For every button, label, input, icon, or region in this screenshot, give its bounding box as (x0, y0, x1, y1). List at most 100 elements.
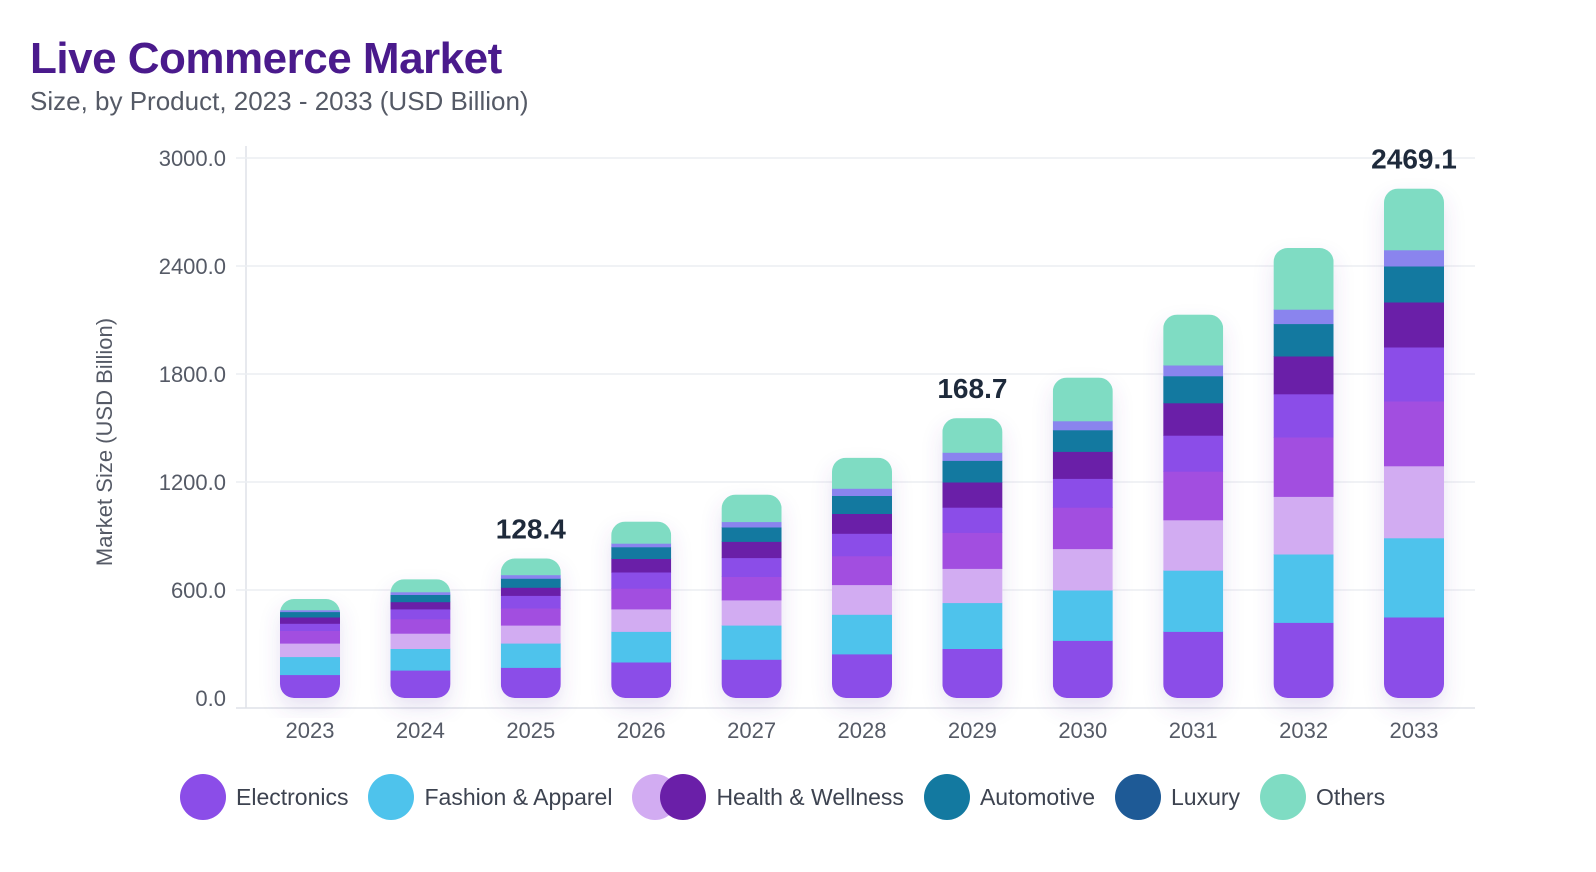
bar-segment-fashion-apparel-2029[interactable] (942, 602, 1003, 649)
bar-segment-health-wellness-upper--2029[interactable] (942, 507, 1003, 533)
legend-item-fashion[interactable]: Fashion & Apparel (368, 774, 612, 820)
bar-segment-others-2024[interactable] (390, 579, 451, 593)
bar-segment-luxury-2026[interactable] (611, 543, 672, 548)
bar-segment-electronics-2023[interactable] (280, 674, 340, 699)
bar-segment-health-wellness-dark--2029[interactable] (942, 482, 1003, 508)
bar-segment-health-wellness-light--2028[interactable] (832, 584, 892, 615)
legend-item-automotive[interactable]: Automotive (923, 774, 1095, 820)
bar-segment-health-wellness-mid--2024[interactable] (390, 618, 451, 634)
bar-segment-health-wellness-mid--2027[interactable] (721, 576, 782, 601)
bar-segment-health-wellness-dark--2033[interactable] (1384, 302, 1444, 348)
bar-segment-health-wellness-light--2024[interactable] (390, 633, 451, 649)
bar-segment-health-wellness-mid--2025[interactable] (500, 608, 561, 626)
bar-segment-health-wellness-dark--2031[interactable] (1163, 402, 1224, 436)
bar-segment-automotive-2024[interactable] (390, 594, 451, 603)
bar-segment-fashion-apparel-2025[interactable] (500, 643, 561, 668)
legend-item-others[interactable]: Others (1260, 774, 1385, 820)
bar-segment-luxury-2032[interactable] (1273, 309, 1334, 325)
bar-segment-health-wellness-dark--2023[interactable] (280, 617, 340, 624)
legend-item-health[interactable]: Health & Wellness (632, 774, 904, 820)
bar-segment-luxury-2025[interactable] (500, 574, 561, 579)
bar-segment-automotive-2032[interactable] (1273, 323, 1334, 357)
bar-segment-electronics-2028[interactable] (832, 653, 892, 699)
bar-segment-fashion-apparel-2027[interactable] (721, 625, 782, 660)
bar-segment-health-wellness-mid--2026[interactable] (611, 588, 672, 610)
bar-segment-health-wellness-dark--2030[interactable] (1052, 451, 1113, 479)
legend-item-electronics[interactable]: Electronics (180, 774, 348, 820)
bar-segment-health-wellness-mid--2028[interactable] (832, 555, 892, 586)
bar-segment-fashion-apparel-2026[interactable] (611, 631, 672, 663)
bar-segment-automotive-2033[interactable] (1384, 266, 1444, 303)
bar-segment-health-wellness-upper--2024[interactable] (390, 608, 451, 620)
bar-segment-health-wellness-light--2026[interactable] (611, 608, 672, 632)
bar-segment-health-wellness-dark--2024[interactable] (390, 601, 451, 610)
bar-segment-health-wellness-light--2033[interactable] (1384, 465, 1444, 539)
bar-segment-fashion-apparel-2024[interactable] (390, 648, 451, 671)
bar-segment-luxury-2031[interactable] (1163, 365, 1224, 377)
bar-segment-health-wellness-mid--2029[interactable] (942, 532, 1003, 569)
bar-segment-luxury-2028[interactable] (832, 488, 892, 496)
bar-segment-fashion-apparel-2032[interactable] (1273, 554, 1334, 623)
bar-segment-health-wellness-light--2032[interactable] (1273, 496, 1334, 555)
bar-segment-health-wellness-upper--2026[interactable] (611, 572, 672, 589)
bar-segment-electronics-2026[interactable] (611, 662, 672, 699)
bar-segment-health-wellness-upper--2023[interactable] (280, 623, 340, 631)
bar-segment-fashion-apparel-2023[interactable] (280, 656, 340, 676)
bar-segment-automotive-2031[interactable] (1163, 375, 1224, 404)
bar-segment-luxury-2029[interactable] (942, 452, 1003, 461)
bar-segment-others-2023[interactable] (280, 599, 340, 611)
bar-segment-electronics-2029[interactable] (942, 648, 1003, 699)
bar-segment-automotive-2030[interactable] (1052, 429, 1113, 452)
bar-segment-automotive-2028[interactable] (832, 495, 892, 515)
bar-segment-fashion-apparel-2030[interactable] (1052, 590, 1113, 641)
bar-segment-health-wellness-upper--2025[interactable] (500, 595, 561, 609)
bar-segment-health-wellness-light--2031[interactable] (1163, 519, 1224, 571)
bar-segment-health-wellness-light--2025[interactable] (500, 625, 561, 644)
bar-segment-luxury-2027[interactable] (721, 521, 782, 528)
bar-segment-electronics-2024[interactable] (390, 670, 451, 699)
bar-segment-health-wellness-dark--2032[interactable] (1273, 356, 1334, 395)
bar-segment-others-2028[interactable] (832, 457, 892, 489)
bar-segment-others-2031[interactable] (1163, 314, 1224, 366)
bar-segment-fashion-apparel-2033[interactable] (1384, 537, 1444, 618)
bar-segment-luxury-2023[interactable] (280, 609, 340, 613)
bar-segment-health-wellness-dark--2025[interactable] (500, 587, 561, 596)
bar-segment-electronics-2030[interactable] (1052, 640, 1113, 698)
bar-segment-health-wellness-mid--2031[interactable] (1163, 471, 1224, 521)
bar-segment-health-wellness-mid--2030[interactable] (1052, 507, 1113, 550)
bar-segment-health-wellness-upper--2033[interactable] (1384, 347, 1444, 402)
bar-segment-electronics-2027[interactable] (721, 659, 782, 698)
bar-segment-others-2027[interactable] (721, 494, 782, 523)
bar-segment-health-wellness-mid--2033[interactable] (1384, 401, 1444, 467)
bar-segment-others-2032[interactable] (1273, 248, 1334, 310)
bar-segment-health-wellness-light--2027[interactable] (721, 599, 782, 626)
bar-segment-automotive-2027[interactable] (721, 527, 782, 542)
bar-segment-health-wellness-dark--2026[interactable] (611, 558, 672, 573)
bar-segment-health-wellness-dark--2027[interactable] (721, 541, 782, 559)
bar-segment-electronics-2033[interactable] (1384, 617, 1444, 699)
bar-segment-health-wellness-dark--2028[interactable] (832, 513, 892, 534)
legend-item-luxury[interactable]: Luxury (1115, 774, 1240, 820)
bar-segment-fashion-apparel-2028[interactable] (832, 614, 892, 655)
bar-segment-health-wellness-light--2029[interactable] (942, 568, 1003, 604)
bar-segment-health-wellness-light--2023[interactable] (280, 643, 340, 658)
bar-segment-luxury-2030[interactable] (1052, 420, 1113, 431)
bar-segment-others-2030[interactable] (1052, 377, 1113, 422)
bar-segment-health-wellness-upper--2030[interactable] (1052, 478, 1113, 508)
bar-segment-others-2026[interactable] (611, 521, 672, 544)
bar-segment-health-wellness-upper--2027[interactable] (721, 557, 782, 577)
bar-segment-fashion-apparel-2031[interactable] (1163, 570, 1224, 632)
bar-segment-others-2029[interactable] (942, 418, 1003, 453)
bar-segment-health-wellness-upper--2031[interactable] (1163, 435, 1224, 472)
bar-segment-electronics-2032[interactable] (1273, 622, 1334, 698)
bar-segment-automotive-2023[interactable] (280, 611, 340, 618)
bar-segment-health-wellness-mid--2023[interactable] (280, 630, 340, 644)
bar-segment-health-wellness-upper--2032[interactable] (1273, 393, 1334, 438)
bar-segment-others-2025[interactable] (500, 558, 561, 576)
bar-segment-automotive-2029[interactable] (942, 460, 1003, 483)
bar-segment-luxury-2024[interactable] (390, 591, 451, 595)
bar-segment-electronics-2025[interactable] (500, 667, 561, 698)
bar-segment-health-wellness-mid--2032[interactable] (1273, 437, 1334, 497)
bar-segment-automotive-2026[interactable] (611, 546, 672, 559)
bar-segment-automotive-2025[interactable] (500, 578, 561, 588)
